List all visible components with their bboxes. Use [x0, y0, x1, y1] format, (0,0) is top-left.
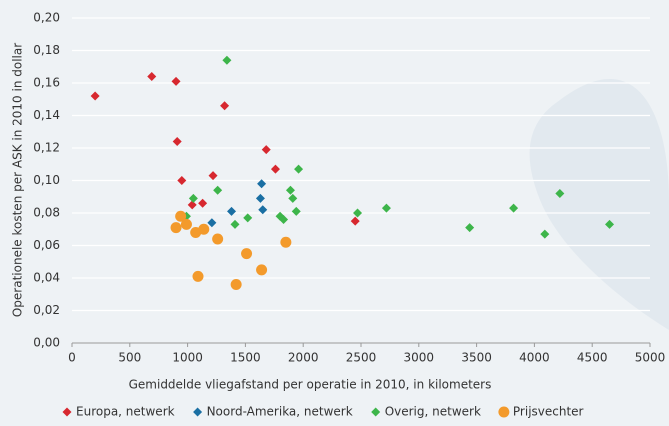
x-tick-label: 2500 — [346, 351, 377, 365]
point — [270, 164, 280, 174]
y-tick-label: 0,14 — [33, 108, 60, 122]
y-tick-label: 0,12 — [33, 141, 60, 155]
point — [230, 219, 240, 229]
watermark — [529, 79, 669, 331]
point — [605, 219, 615, 229]
x-tick-label: 5000 — [635, 351, 666, 365]
point — [509, 203, 519, 213]
x-tick-label: 4000 — [519, 351, 550, 365]
point — [285, 185, 295, 195]
point — [227, 206, 237, 216]
y-tick-label: 0,00 — [33, 336, 60, 350]
y-tick-label: 0,18 — [33, 43, 60, 57]
point — [243, 213, 253, 223]
point — [220, 101, 230, 111]
point — [212, 233, 224, 245]
y-tick-label: 0,20 — [33, 11, 60, 25]
x-tick-label: 4500 — [577, 351, 608, 365]
point — [381, 203, 391, 213]
point — [187, 200, 197, 210]
point — [256, 264, 268, 276]
point — [171, 76, 181, 86]
legend-marker — [371, 407, 381, 417]
point — [288, 193, 298, 203]
point — [555, 189, 565, 198]
point — [241, 248, 253, 260]
point — [177, 176, 187, 185]
point — [257, 179, 267, 189]
point — [213, 185, 223, 195]
legend-marker — [193, 407, 203, 417]
x-tick-label: 500 — [118, 351, 141, 365]
point — [294, 164, 304, 174]
point — [255, 193, 265, 203]
point — [353, 208, 363, 218]
point — [207, 218, 217, 228]
point — [172, 137, 182, 146]
point — [198, 223, 210, 235]
x-tick-label: 1000 — [172, 351, 203, 365]
point — [170, 222, 182, 234]
y-tick-label: 0,02 — [33, 303, 60, 317]
point — [258, 205, 268, 215]
point — [192, 270, 204, 282]
x-axis-title: Gemiddelde vliegafstand per operatie in … — [129, 378, 492, 392]
legend-marker — [498, 406, 510, 418]
point — [350, 216, 360, 226]
point — [279, 215, 289, 224]
x-tick-label: 2000 — [288, 351, 319, 365]
point — [291, 206, 301, 216]
point — [188, 193, 198, 203]
point — [198, 198, 208, 208]
y-tick-label: 0,10 — [33, 173, 60, 187]
legend-label: Prijsvechter — [513, 405, 584, 419]
point — [175, 210, 187, 222]
y-axis-title: Operationele kosten per ASK in 2010 in d… — [11, 43, 25, 317]
point — [180, 218, 192, 230]
legend-marker — [62, 407, 72, 417]
legend-label: Noord-Amerika, netwerk — [207, 405, 353, 419]
point — [147, 72, 157, 81]
legend-label: Overig, netwerk — [385, 405, 481, 419]
point — [465, 223, 475, 233]
x-tick-label: 3000 — [404, 351, 435, 365]
point — [230, 279, 242, 290]
x-tick-label: 3500 — [461, 351, 492, 365]
point — [540, 229, 550, 239]
y-tick-label: 0,16 — [33, 76, 60, 90]
point — [280, 236, 292, 248]
x-tick-label: 0 — [68, 351, 76, 365]
y-tick-label: 0,06 — [33, 238, 60, 252]
legend-label: Europa, netwerk — [76, 405, 175, 419]
y-tick-label: 0,08 — [33, 206, 60, 220]
x-tick-label: 1500 — [230, 351, 261, 365]
point — [208, 171, 218, 181]
point — [90, 91, 100, 101]
y-tick-label: 0,04 — [33, 271, 60, 285]
point — [261, 145, 271, 155]
point — [222, 55, 232, 65]
